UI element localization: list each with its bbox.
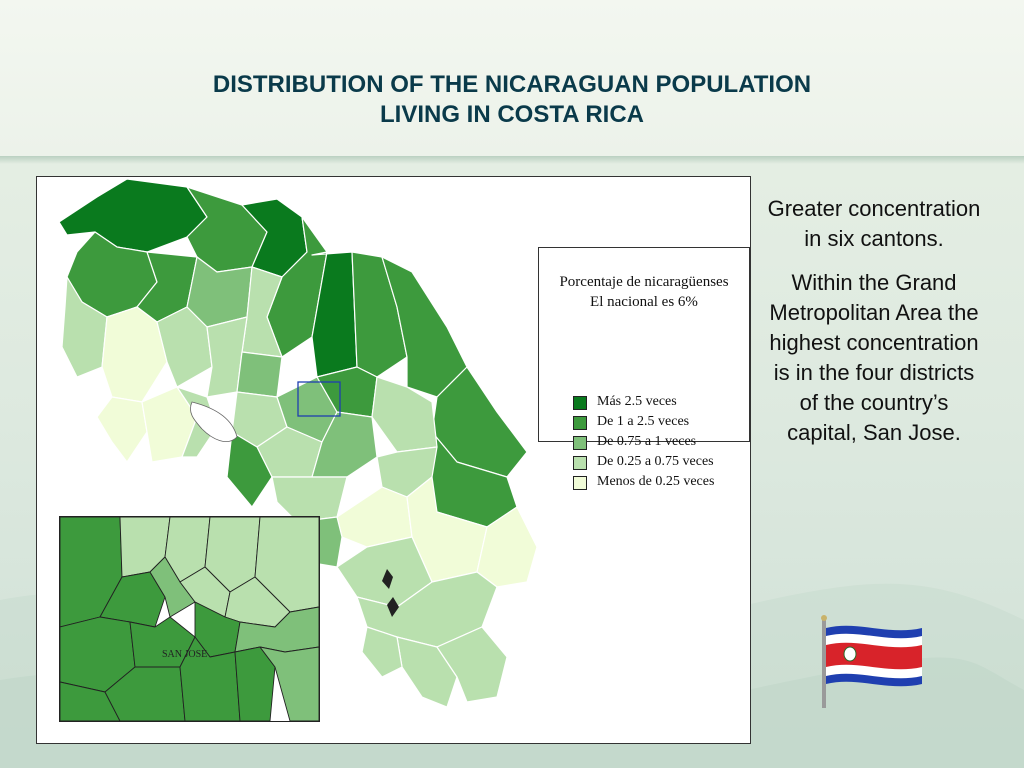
legend-swatch	[573, 456, 587, 470]
map-region	[226, 431, 273, 508]
inset-region	[259, 646, 319, 721]
side-text-paragraph-1: Greater concentration in six cantons.	[767, 196, 981, 251]
legend-item: Más 2.5 veces	[573, 393, 743, 413]
legend-item: De 0.75 a 1 veces	[573, 433, 743, 453]
map-region	[436, 626, 508, 703]
map-region	[61, 276, 108, 378]
map-region	[96, 396, 148, 463]
map-legend: Porcentaje de nicaragüenses El nacional …	[538, 247, 750, 490]
legend-items: Más 2.5 veces De 1 a 2.5 veces De 0.75 a 1…	[573, 393, 743, 493]
header-divider	[0, 156, 1024, 164]
map-region	[236, 351, 283, 398]
legend-item: De 0.25 a 0.75 veces	[573, 453, 743, 473]
map-region	[336, 486, 413, 548]
legend-swatch	[573, 396, 587, 410]
side-text-paragraph-2: Within the Grand Metropolitan Area the h…	[769, 270, 979, 445]
legend-swatch	[573, 436, 587, 450]
side-text: Greater concentration in six cantons. Wi…	[766, 194, 982, 462]
legend-title-line-2: El nacional es 6%	[590, 294, 698, 310]
header-band	[0, 0, 1024, 158]
inset-region	[234, 646, 276, 721]
map-region	[58, 178, 208, 253]
legend-swatch	[573, 476, 587, 490]
slide-title-line-1: DISTRIBUTION OF THE NICARAGUAN POPULATIO…	[212, 71, 812, 98]
gulf-of-nicoya	[190, 401, 238, 442]
slide-title: DISTRIBUTION OF THE NICARAGUAN POPULATIO…	[0, 70, 1024, 130]
inset-label-san-jose: SAN JOSE	[162, 649, 208, 660]
coastal-islands	[382, 569, 399, 617]
map-region	[101, 306, 168, 403]
legend-title: Porcentaje de nicaragüenses El nacional …	[539, 272, 749, 312]
inset-map-svg	[60, 517, 319, 721]
legend-label: Menos de 0.25 veces	[597, 474, 715, 489]
slide-title-line-2: LIVING IN COSTA RICA	[380, 101, 644, 128]
map-frame: Porcentaje de nicaragüenses El nacional …	[36, 176, 751, 744]
legend-label: De 0.75 a 1 veces	[597, 434, 697, 449]
san-jose-inset-map: SAN JOSE	[59, 516, 320, 722]
inset-region	[60, 681, 121, 721]
legend-label: De 0.25 a 0.75 veces	[597, 454, 714, 469]
metropolitan-area-marker	[297, 381, 341, 417]
legend-item: Menos de 0.25 veces	[573, 473, 743, 493]
map-region	[361, 626, 403, 678]
legend-item: De 1 a 2.5 veces	[573, 413, 743, 433]
legend-title-line-1: Porcentaje de nicaragüenses	[559, 274, 729, 290]
legend-swatch	[573, 416, 587, 430]
legend-label: Más 2.5 veces	[597, 394, 677, 409]
legend-label: De 1 a 2.5 veces	[597, 414, 690, 429]
costa-rica-flag-icon	[821, 615, 922, 708]
